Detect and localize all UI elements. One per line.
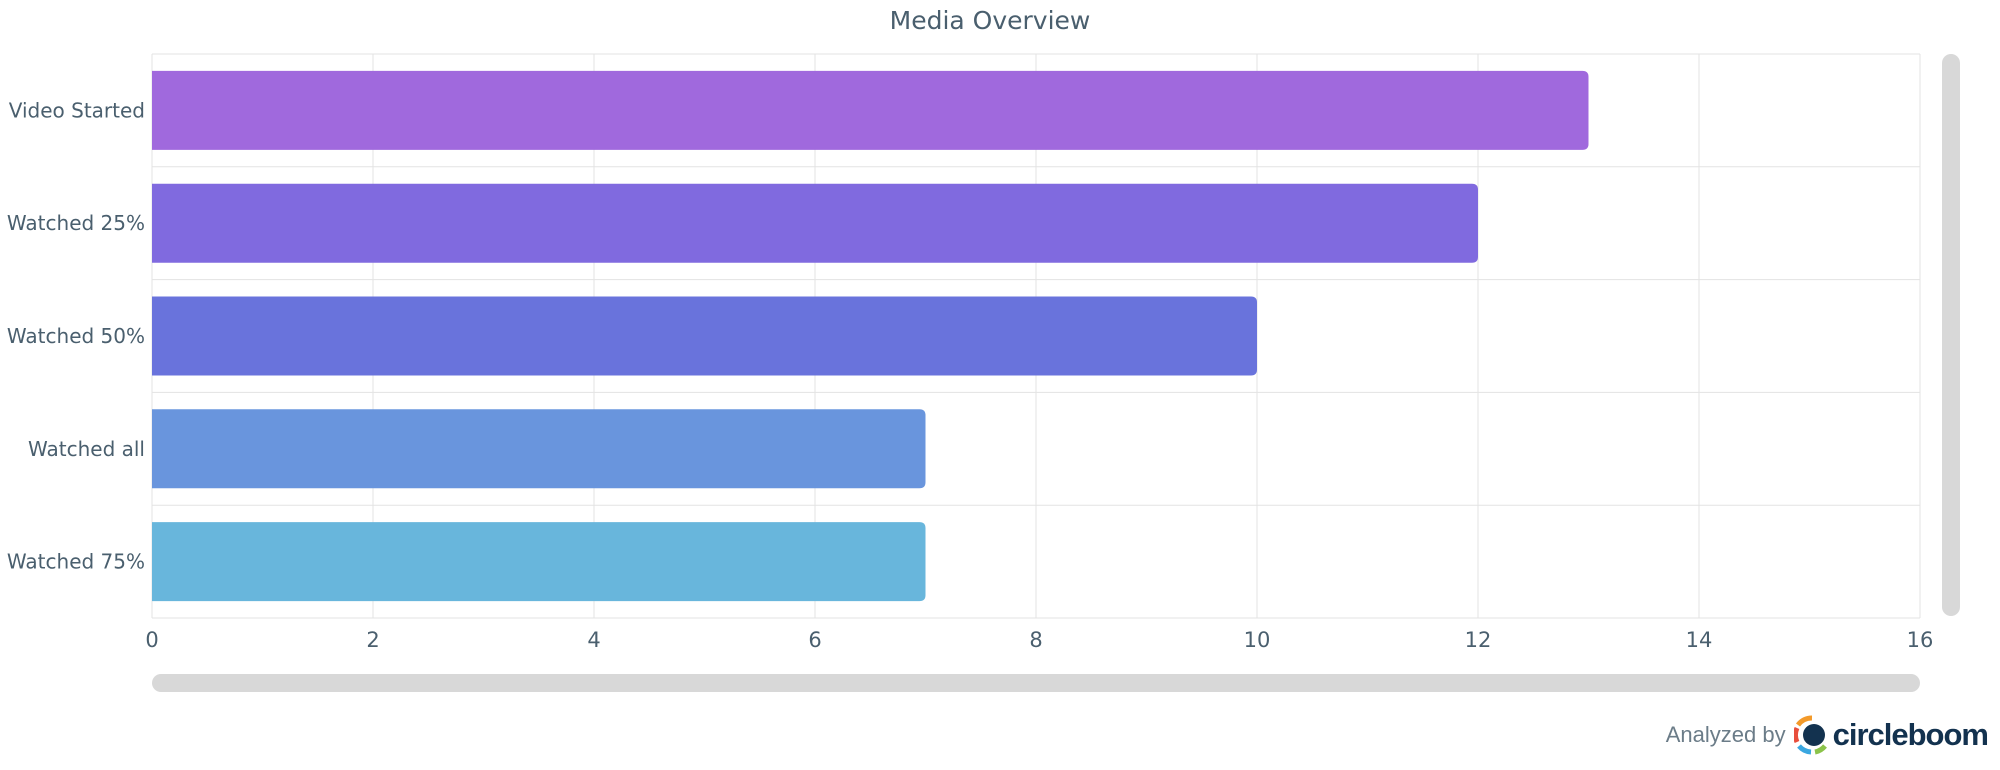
x-tick-label: 14 [1686, 628, 1713, 652]
category-label: Video Started [9, 98, 145, 122]
category-label: Watched all [28, 437, 145, 461]
bar[interactable] [152, 296, 1257, 376]
x-tick-label: 12 [1465, 628, 1492, 652]
x-tick-label: 10 [1244, 628, 1271, 652]
x-tick-label: 16 [1907, 628, 1934, 652]
bars [152, 70, 1589, 602]
x-tick-label: 6 [808, 628, 821, 652]
category-label: Watched 50% [7, 324, 145, 348]
category-labels: Video Started Watched 25% Watched 50% Watch… [7, 98, 145, 573]
brand-name: circleboom [1832, 717, 1989, 752]
analyzed-by-text: Analyzed by [1665, 722, 1786, 747]
category-label: Watched 75% [7, 550, 145, 574]
bar[interactable] [152, 70, 1589, 150]
bar[interactable] [152, 522, 926, 602]
x-tick-label: 8 [1029, 628, 1042, 652]
x-axis-ticks: 0 2 4 6 8 10 12 14 16 [145, 628, 1933, 652]
x-tick-label: 0 [145, 628, 158, 652]
chart-title: Media Overview [890, 6, 1091, 35]
footer: Analyzed by circleboom [1665, 712, 1989, 758]
brand-logo[interactable]: circleboom [1793, 715, 1989, 755]
bar[interactable] [152, 409, 926, 489]
horizontal-scrollbar[interactable] [152, 674, 1920, 692]
x-tick-label: 2 [366, 628, 379, 652]
category-label: Watched 25% [7, 211, 145, 235]
bar[interactable] [152, 183, 1478, 263]
circleboom-logo-icon [1793, 715, 1827, 755]
x-tick-label: 4 [587, 628, 600, 652]
vertical-scrollbar[interactable] [1942, 54, 1960, 616]
